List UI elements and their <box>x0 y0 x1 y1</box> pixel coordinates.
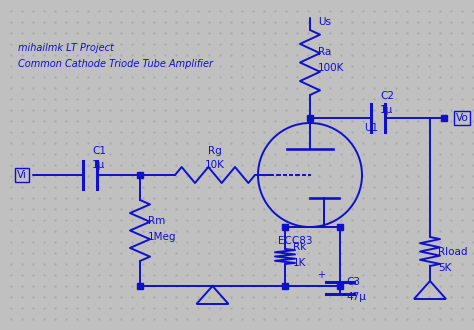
Text: C1: C1 <box>92 146 106 156</box>
Text: +: + <box>317 270 325 280</box>
Text: Ra: Ra <box>318 47 331 57</box>
Text: 10K: 10K <box>205 160 225 170</box>
Text: Us: Us <box>318 17 331 27</box>
Text: Rm: Rm <box>148 215 165 225</box>
Text: Rload: Rload <box>438 247 467 257</box>
Text: ECC83: ECC83 <box>278 236 312 246</box>
Text: 47μ: 47μ <box>346 292 366 302</box>
Text: U1: U1 <box>364 123 378 133</box>
Text: 100K: 100K <box>318 63 345 73</box>
Text: Rk: Rk <box>293 242 306 251</box>
Text: C3: C3 <box>346 277 360 287</box>
Text: 1μ: 1μ <box>92 160 105 170</box>
Text: 5K: 5K <box>438 263 451 273</box>
Text: Rg: Rg <box>208 146 222 156</box>
Text: mihailmk LT Project: mihailmk LT Project <box>18 43 114 53</box>
Text: Vo: Vo <box>456 113 468 123</box>
Text: 1Meg: 1Meg <box>148 232 176 242</box>
Text: C2: C2 <box>380 91 394 101</box>
Text: 1K: 1K <box>293 257 306 268</box>
Text: 1μ: 1μ <box>380 105 393 115</box>
Text: Common Cathode Triode Tube Amplifier: Common Cathode Triode Tube Amplifier <box>18 59 213 69</box>
Text: Vi: Vi <box>17 170 27 180</box>
